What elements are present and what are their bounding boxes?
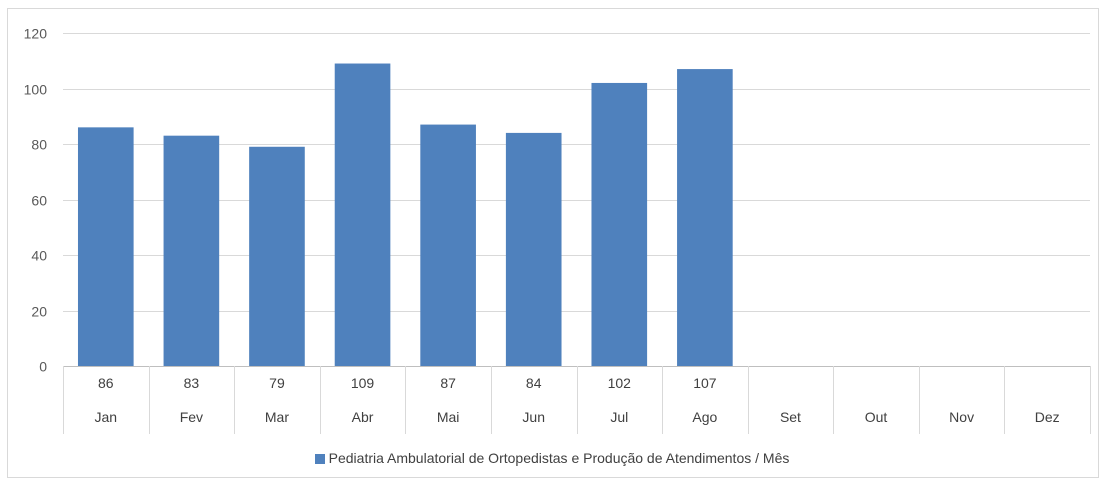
bars xyxy=(77,63,733,367)
y-tick-label: 120 xyxy=(24,26,48,42)
bar xyxy=(677,69,733,366)
legend-swatch xyxy=(314,454,325,464)
x-tick-label: Dez xyxy=(1035,409,1060,425)
y-tick-label: 20 xyxy=(31,304,47,320)
data-label: 107 xyxy=(693,375,717,391)
data-label: 87 xyxy=(440,375,456,391)
x-tick-label: Fev xyxy=(180,409,203,425)
bar xyxy=(249,146,305,366)
data-table: 86 Jan 83 Fev 79 Mar 109 Abr 87 Mai 84 Jun 102 Jul 107… xyxy=(63,366,1091,434)
y-tick-label: 100 xyxy=(24,82,48,98)
data-label: 102 xyxy=(608,375,632,391)
x-tick-label: Set xyxy=(780,409,801,425)
bar xyxy=(77,127,134,366)
x-tick-label: Mai xyxy=(437,409,460,425)
x-tick-label: Abr xyxy=(352,409,374,425)
x-tick-label: Jun xyxy=(522,409,545,425)
x-tick-label: Out xyxy=(865,409,888,425)
bar xyxy=(163,135,220,366)
data-label: 86 xyxy=(98,375,114,391)
data-label: 84 xyxy=(526,375,542,391)
bar xyxy=(591,82,648,366)
data-label: 109 xyxy=(351,375,375,391)
x-tick-label: Mar xyxy=(265,409,289,425)
x-tick-label: Ago xyxy=(692,409,717,425)
bar xyxy=(334,63,391,367)
y-axis-ticks: 0 20 40 60 80 100 120 xyxy=(24,26,48,375)
bar xyxy=(505,132,562,366)
y-tick-label: 0 xyxy=(39,359,47,375)
x-tick-label: Jan xyxy=(95,409,118,425)
x-tick-label: Nov xyxy=(949,409,974,425)
bar xyxy=(420,124,476,366)
y-tick-label: 40 xyxy=(31,248,47,264)
data-label: 83 xyxy=(184,375,200,391)
x-tick-label: Jul xyxy=(610,409,628,425)
y-tick-label: 60 xyxy=(31,193,47,209)
legend: Pediatria Ambulatorial de Ortopedistas e… xyxy=(0,450,1104,466)
legend-label: Pediatria Ambulatorial de Ortopedistas e… xyxy=(328,450,790,466)
y-tick-label: 80 xyxy=(31,137,47,153)
data-label: 79 xyxy=(269,375,285,391)
